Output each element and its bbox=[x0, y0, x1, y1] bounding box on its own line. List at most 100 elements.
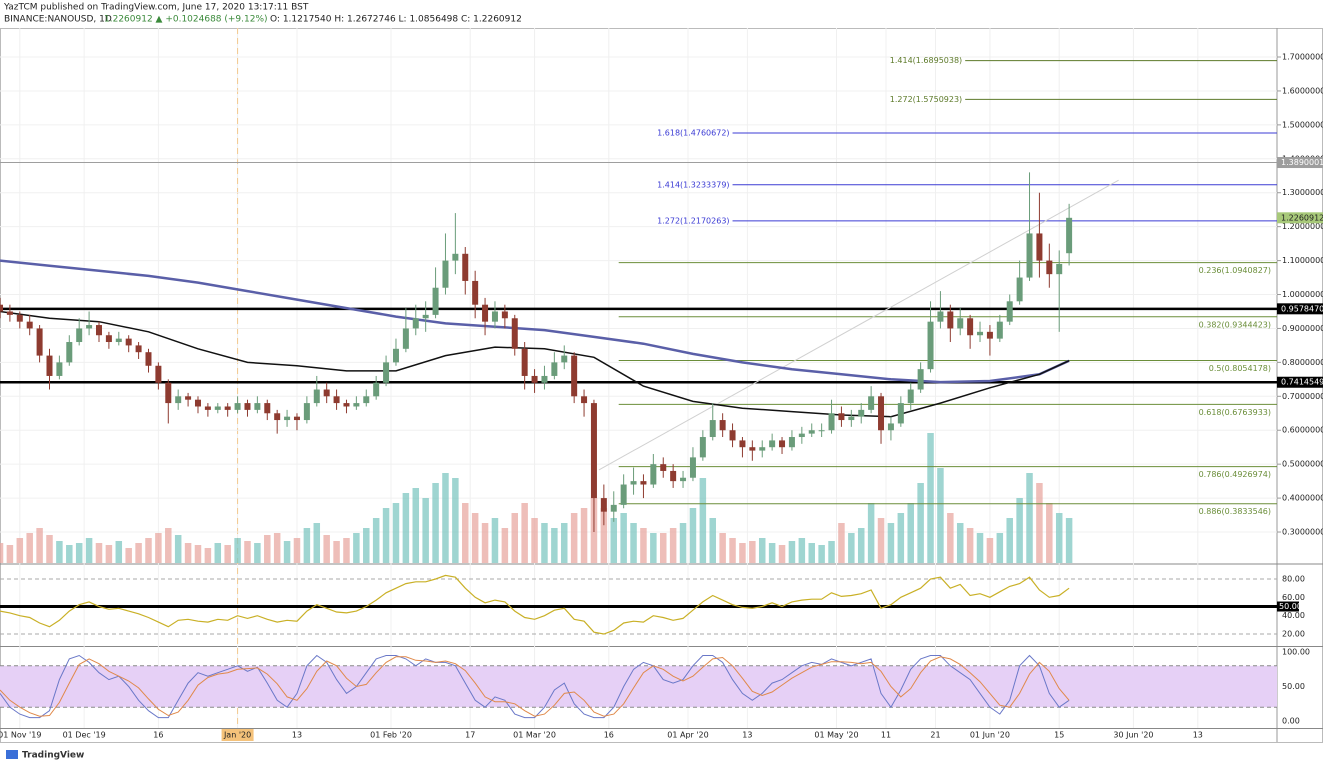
volume-bar bbox=[659, 533, 667, 563]
candle-body bbox=[442, 260, 449, 288]
last-price-label: 1.2260912 bbox=[1281, 213, 1323, 222]
quote: 1.2260912 ▲ +0.1024688 (+9.12%) bbox=[104, 15, 268, 25]
volume-bar bbox=[174, 535, 182, 563]
candle-body bbox=[749, 447, 756, 451]
candle-body bbox=[650, 464, 657, 485]
volume-bar bbox=[462, 503, 469, 563]
candle-body bbox=[343, 403, 350, 407]
candle-body bbox=[739, 440, 746, 448]
volume-bar bbox=[679, 523, 687, 563]
x-tick-label: 30 Jun '20 bbox=[1113, 731, 1153, 740]
volume-bar bbox=[204, 548, 212, 563]
candle-body bbox=[511, 318, 518, 349]
volume-bar bbox=[273, 533, 281, 563]
y-tick-label: 1.3000000 bbox=[1282, 188, 1323, 197]
volume-bar bbox=[353, 533, 360, 563]
candle-body bbox=[501, 311, 508, 319]
volume-bar bbox=[234, 538, 241, 563]
candle-body bbox=[709, 420, 716, 438]
volume-bar bbox=[739, 543, 746, 563]
candle-body bbox=[808, 430, 815, 434]
volume-bar bbox=[313, 523, 321, 563]
candle-body bbox=[115, 338, 122, 343]
candle-body bbox=[590, 403, 597, 499]
candle-body bbox=[135, 345, 142, 353]
volume-bar bbox=[303, 528, 311, 563]
stoch-tick-label: 50.00 bbox=[1282, 682, 1305, 691]
volume-bar bbox=[363, 528, 370, 563]
volume-bar bbox=[75, 543, 83, 563]
volume-bar bbox=[630, 523, 637, 563]
x-tick-label: 15 bbox=[1054, 731, 1064, 740]
rsi-tick-label: 60.00 bbox=[1282, 593, 1305, 602]
volume-bar bbox=[986, 538, 994, 563]
candle-body bbox=[363, 396, 370, 404]
volume-bar bbox=[689, 508, 697, 563]
candle-body bbox=[284, 416, 291, 421]
cursor-x-box bbox=[221, 729, 254, 741]
y-tick-label: 0.4000000 bbox=[1282, 494, 1323, 503]
volume-bar bbox=[907, 503, 914, 563]
candle-body bbox=[759, 447, 766, 451]
volume-bar bbox=[165, 528, 172, 563]
candle-body bbox=[86, 325, 93, 329]
x-tick-label: 01 May '20 bbox=[814, 731, 858, 740]
candle-body bbox=[670, 470, 677, 482]
axes: 01 Nov '19 01 Dec '19 16 Jan '20 13 01 Feb '2… bbox=[0, 53, 1323, 741]
candle-body bbox=[76, 328, 83, 343]
volume-bar bbox=[85, 538, 93, 563]
volume-bar bbox=[887, 523, 895, 563]
x-tick-label: 01 Apr '20 bbox=[667, 731, 708, 740]
candle-body bbox=[788, 437, 795, 448]
candle-body bbox=[620, 484, 627, 505]
y-tick-label: 1.7000000 bbox=[1282, 53, 1323, 62]
rsi-mid-box bbox=[1277, 601, 1299, 612]
volume-bar bbox=[749, 541, 756, 563]
volume-bar bbox=[838, 523, 845, 563]
volume-bar bbox=[521, 503, 528, 563]
y-tick-label: 0.3000000 bbox=[1282, 528, 1323, 537]
candle-body bbox=[947, 311, 954, 329]
volume-bar bbox=[392, 503, 400, 563]
volume-bar bbox=[46, 535, 53, 563]
stoch-tick-label: 0.00 bbox=[1282, 717, 1300, 726]
y-tick-label: 0.8000000 bbox=[1282, 358, 1323, 367]
x-tick-label: 13 bbox=[1193, 731, 1203, 740]
candle-body bbox=[145, 352, 152, 366]
candle-body bbox=[491, 311, 498, 322]
candle-body bbox=[571, 355, 578, 397]
candle-body bbox=[244, 403, 251, 410]
volume-bar bbox=[452, 478, 459, 563]
volume-bar bbox=[996, 533, 1004, 563]
ohlc: O: 1.1217540 H: 1.2672746 L: 1.0856498 C… bbox=[270, 15, 522, 25]
candle-body bbox=[660, 464, 667, 471]
candle-body bbox=[917, 369, 924, 390]
volume-bar bbox=[481, 523, 489, 563]
volume-bar bbox=[828, 541, 835, 563]
candle-body bbox=[293, 416, 300, 421]
volume-bar bbox=[95, 543, 103, 563]
x-tick-label: 01 Dec '19 bbox=[63, 731, 106, 740]
candle-body bbox=[878, 396, 885, 431]
volume-bar bbox=[877, 518, 885, 563]
volume-bar bbox=[808, 543, 815, 563]
candle-body bbox=[798, 433, 805, 438]
volume-bar bbox=[56, 541, 63, 563]
volume-bar bbox=[699, 478, 707, 563]
candle-body bbox=[907, 389, 914, 404]
volume-bar bbox=[1016, 498, 1023, 563]
y-tick-label: 1.0000000 bbox=[1282, 290, 1323, 299]
volume-bar bbox=[471, 513, 479, 563]
volume-bar bbox=[26, 533, 33, 563]
volume-bar bbox=[244, 541, 251, 563]
candle-body bbox=[986, 331, 993, 339]
candle-body bbox=[36, 328, 43, 356]
candle-body bbox=[95, 325, 102, 336]
volume-bar bbox=[788, 541, 796, 563]
candle-body bbox=[967, 318, 974, 336]
volume-bar bbox=[570, 513, 578, 563]
volume-bar bbox=[66, 545, 73, 563]
level-axis-box bbox=[1277, 157, 1323, 169]
candle-body bbox=[769, 440, 776, 448]
